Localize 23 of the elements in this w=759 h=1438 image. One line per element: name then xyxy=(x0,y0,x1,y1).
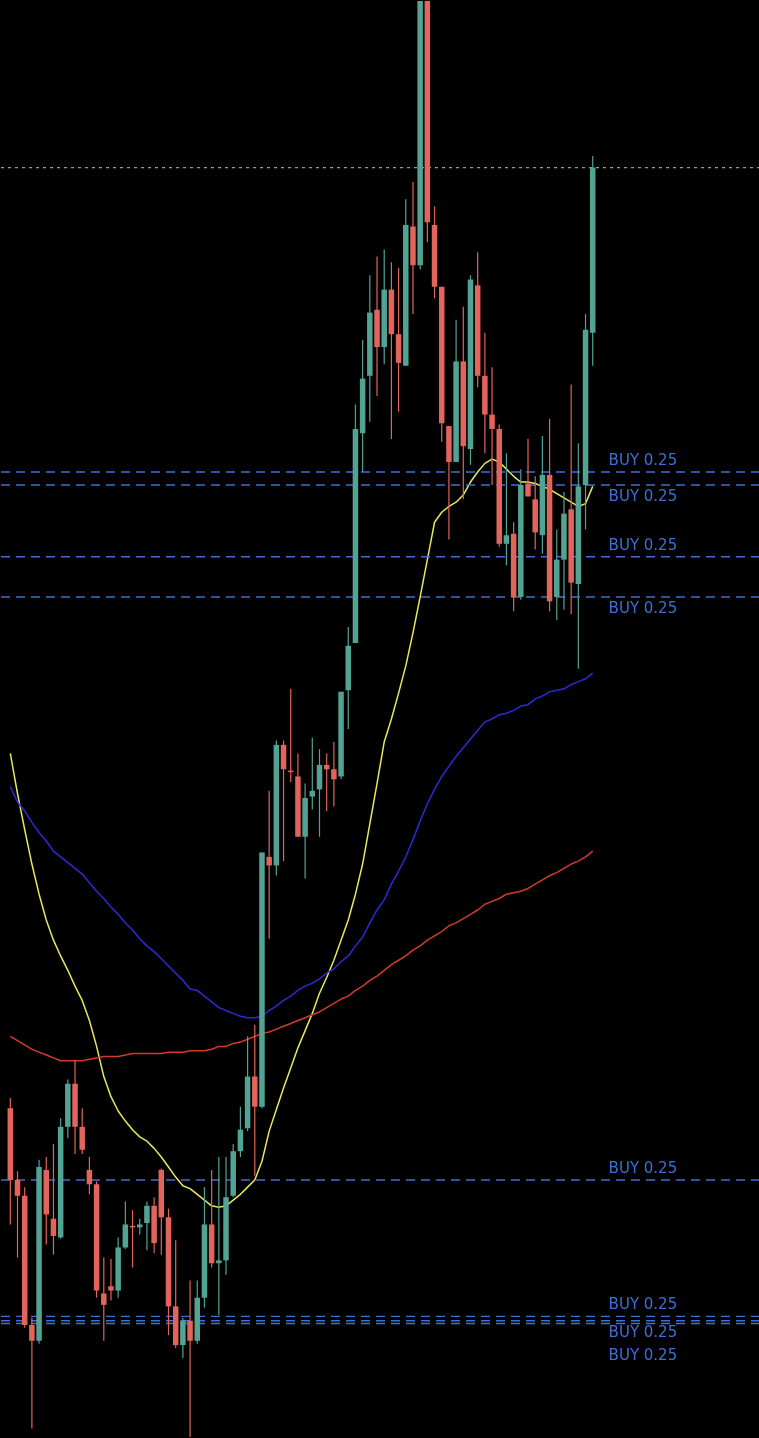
candlestick xyxy=(108,1258,114,1302)
ref-line-label: BUY 0.25 xyxy=(608,1322,678,1341)
ref-line-label: BUY 0.25 xyxy=(608,535,678,554)
candlestick xyxy=(14,1170,21,1259)
ref-line-label: BUY 0.25 xyxy=(608,1345,678,1364)
candlestick xyxy=(29,1317,35,1429)
candlestick xyxy=(525,438,531,498)
ref-line-label: BUY 0.25 xyxy=(608,486,678,505)
candlestick xyxy=(79,1107,85,1155)
ref-line-label: BUY 0.25 xyxy=(608,598,678,617)
candlestick xyxy=(122,1200,129,1250)
ref-line-label: BUY 0.25 xyxy=(608,451,678,470)
candlestick xyxy=(331,741,337,808)
candlestick xyxy=(101,1256,107,1342)
ref-line-label: BUY 0.25 xyxy=(608,1158,678,1177)
candlestick xyxy=(503,452,510,566)
candlestick xyxy=(144,1200,150,1251)
candlestick xyxy=(266,790,272,940)
candlestick xyxy=(216,1156,222,1316)
candlestick xyxy=(309,737,316,811)
candlestick xyxy=(489,366,495,486)
ref-line-label: BUY 0.25 xyxy=(608,1295,678,1314)
candlestick xyxy=(187,1279,193,1438)
